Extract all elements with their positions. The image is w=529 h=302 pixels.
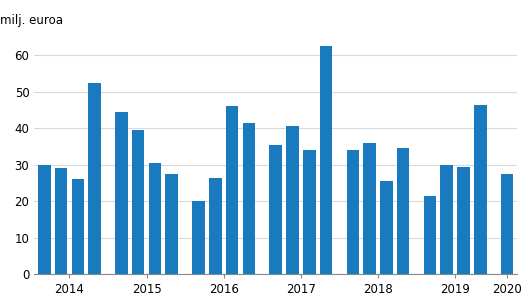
Bar	[397, 148, 409, 275]
Text: milj. euroa: milj. euroa	[1, 14, 63, 27]
Bar	[115, 112, 127, 275]
Bar	[166, 174, 178, 275]
Bar	[269, 145, 282, 275]
Bar	[457, 167, 470, 275]
Bar	[88, 82, 101, 275]
Bar	[320, 46, 332, 275]
Bar	[209, 178, 222, 275]
Bar	[38, 165, 51, 275]
Bar	[424, 196, 436, 275]
Bar	[192, 201, 205, 275]
Bar	[286, 127, 299, 275]
Bar	[441, 165, 453, 275]
Bar	[380, 181, 393, 275]
Bar	[243, 123, 255, 275]
Bar	[226, 106, 239, 275]
Bar	[71, 179, 84, 275]
Bar	[55, 169, 67, 275]
Bar	[501, 174, 513, 275]
Bar	[149, 163, 161, 275]
Bar	[346, 150, 359, 275]
Bar	[474, 104, 487, 275]
Bar	[303, 150, 315, 275]
Bar	[363, 143, 376, 275]
Bar	[132, 130, 144, 275]
